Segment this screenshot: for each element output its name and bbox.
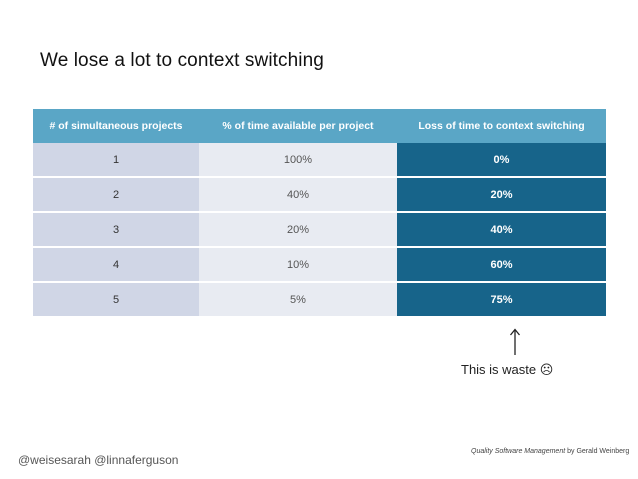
projects-cell: 1 xyxy=(33,143,199,176)
header-simultaneous-projects: # of simultaneous projects xyxy=(33,109,199,143)
table-row: 2 40% 20% xyxy=(33,176,606,211)
time-lost-cell: 0% xyxy=(397,143,606,176)
time-lost-cell: 75% xyxy=(397,281,606,316)
table-row: 4 10% 60% xyxy=(33,246,606,281)
waste-note-text: This is waste xyxy=(461,362,537,377)
citation-book-title: Quality Software Management xyxy=(471,448,566,455)
time-lost-cell: 40% xyxy=(397,211,606,246)
time-available-cell: 10% xyxy=(199,246,397,281)
time-lost-cell: 20% xyxy=(397,176,606,211)
projects-cell: 3 xyxy=(33,211,199,246)
table-row: 1 100% 0% xyxy=(33,143,606,176)
time-available-cell: 100% xyxy=(199,143,397,176)
projects-cell: 5 xyxy=(33,281,199,316)
waste-note: This is waste ☹ xyxy=(461,362,553,378)
time-available-cell: 5% xyxy=(199,281,397,316)
citation: Quality Software Management by Gerald We… xyxy=(471,448,629,455)
header-time-lost: Loss of time to context switching xyxy=(397,109,606,143)
time-lost-cell: 60% xyxy=(397,246,606,281)
context-switching-table: # of simultaneous projects % of time ava… xyxy=(33,109,606,316)
time-available-cell: 20% xyxy=(199,211,397,246)
header-time-available: % of time available per project xyxy=(199,109,397,143)
citation-author: by Gerald Weinberg xyxy=(565,448,630,455)
table-row: 5 5% 75% xyxy=(33,281,606,316)
table-row: 3 20% 40% xyxy=(33,211,606,246)
time-available-cell: 40% xyxy=(199,176,397,211)
slide-title: We lose a lot to context switching xyxy=(40,50,324,71)
projects-cell: 2 xyxy=(33,176,199,211)
projects-cell: 4 xyxy=(33,246,199,281)
sad-face-icon: ☹ xyxy=(539,362,554,377)
author-handles: @weisesarah @linnaferguson xyxy=(18,453,179,467)
table-header-row: # of simultaneous projects % of time ava… xyxy=(33,109,606,143)
up-arrow-icon xyxy=(509,328,521,355)
